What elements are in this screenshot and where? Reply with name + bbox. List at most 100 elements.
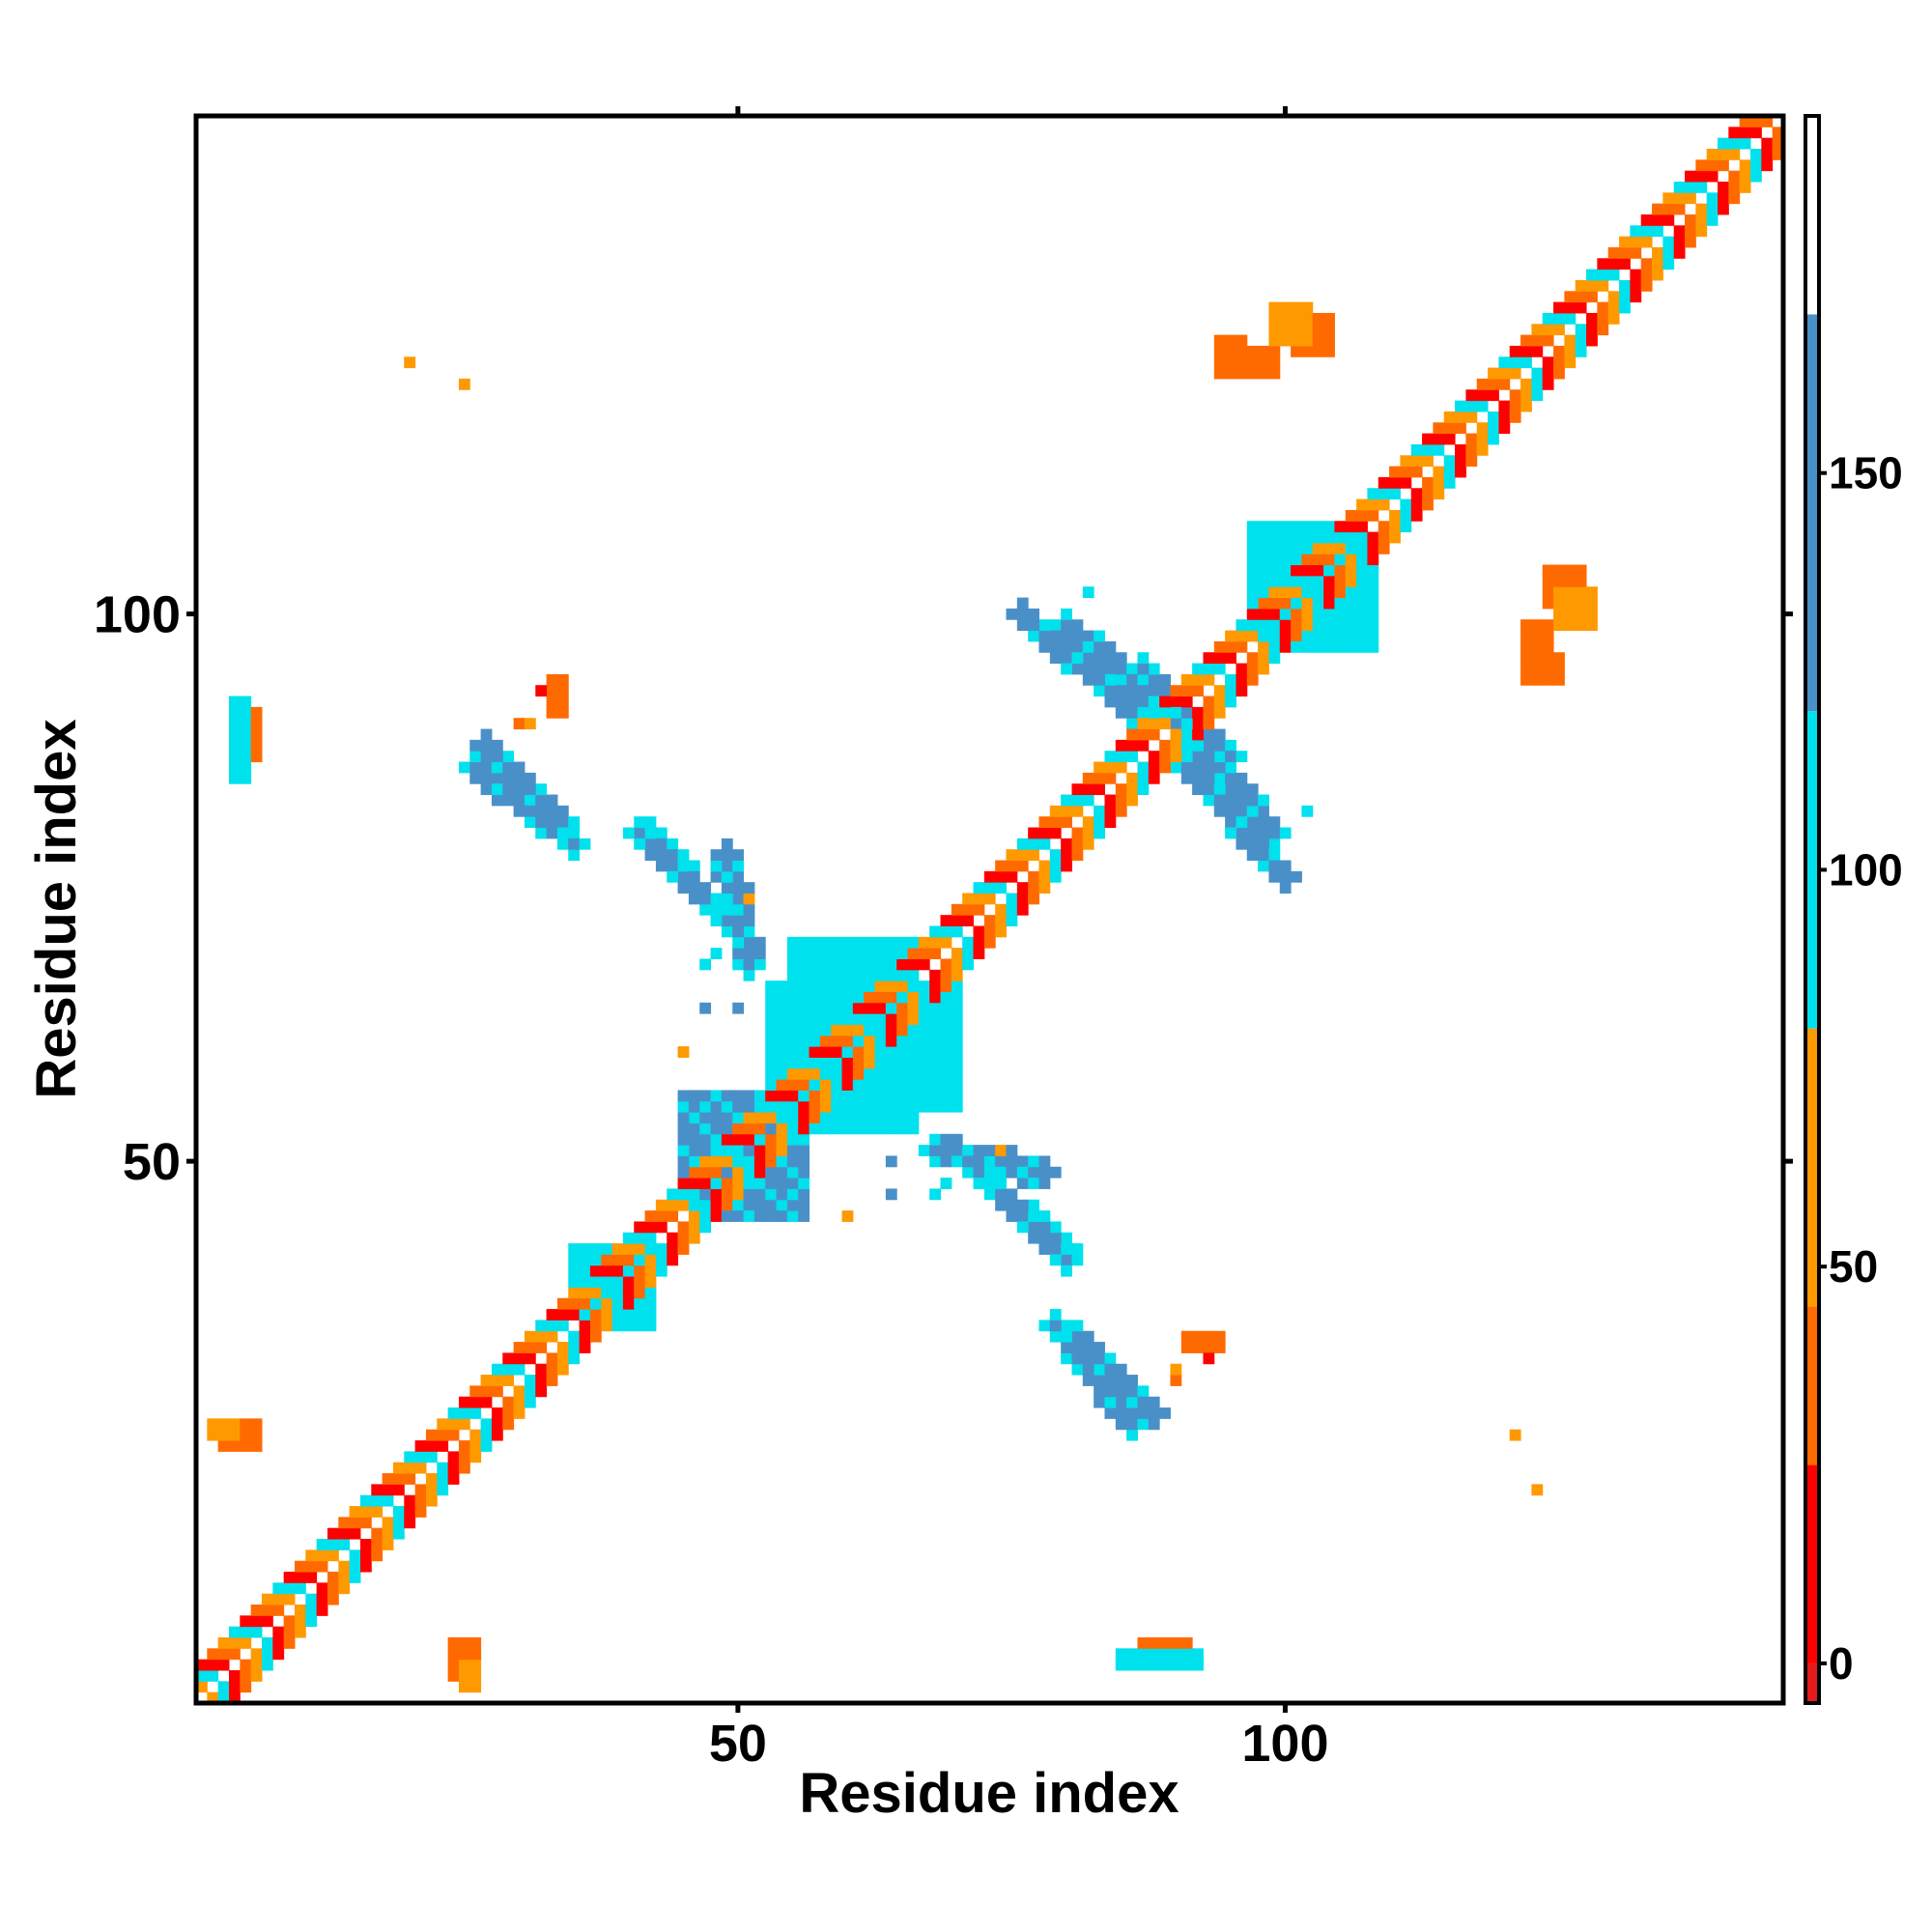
heatmap-cell xyxy=(579,1342,591,1353)
heatmap-cell xyxy=(1553,673,1565,686)
heatmap-cell xyxy=(1192,718,1204,730)
heatmap-cell xyxy=(655,838,668,850)
heatmap-cell xyxy=(951,980,963,992)
heatmap-cell xyxy=(940,1046,952,1058)
heatmap-cell xyxy=(1410,443,1423,456)
heatmap-cell xyxy=(1126,1648,1138,1661)
heatmap-cell xyxy=(1049,805,1062,817)
heatmap-cell xyxy=(929,1057,942,1069)
heatmap-cell xyxy=(1137,783,1150,796)
heatmap-cell xyxy=(447,1473,460,1485)
heatmap-cell xyxy=(918,1013,930,1025)
heatmap-cell xyxy=(798,1133,810,1146)
heatmap-cell xyxy=(1038,827,1051,839)
heatmap-cell xyxy=(940,1024,952,1037)
heatmap-cell xyxy=(896,958,909,971)
heatmap-cell xyxy=(327,1539,339,1550)
heatmap-cell xyxy=(1203,794,1215,807)
heatmap-cell xyxy=(699,1122,712,1135)
heatmap-cell xyxy=(556,1297,569,1310)
heatmap-cell xyxy=(458,1418,470,1431)
heatmap-cell xyxy=(973,925,985,938)
heatmap-cell xyxy=(732,925,745,938)
heatmap-cell xyxy=(546,1330,558,1343)
heatmap-cell xyxy=(852,936,865,949)
heatmap-cell xyxy=(951,948,963,959)
heatmap-cell xyxy=(546,1320,558,1332)
heatmap-cell xyxy=(1225,356,1236,369)
heatmap-cell xyxy=(634,838,646,850)
heatmap-cell xyxy=(1301,312,1314,325)
heatmap-cell xyxy=(294,1605,306,1616)
heatmap-cell xyxy=(447,1418,460,1431)
heatmap-cell xyxy=(546,816,558,829)
heatmap-cell xyxy=(502,1363,515,1376)
heatmap-cell xyxy=(1115,696,1127,708)
heatmap-cell xyxy=(786,1013,799,1025)
heatmap-cell xyxy=(819,1057,832,1069)
plot-frame xyxy=(193,113,1786,1706)
heatmap-cell xyxy=(305,1605,318,1616)
heatmap-cell xyxy=(1061,860,1072,872)
heatmap-cell xyxy=(1520,673,1532,686)
heatmap-cell xyxy=(1016,903,1029,916)
heatmap-cell xyxy=(1575,586,1587,599)
heatmap-cell xyxy=(1443,433,1456,445)
heatmap-cell xyxy=(1236,367,1248,380)
heatmap-cell xyxy=(995,882,1007,894)
heatmap-cell xyxy=(1082,827,1094,839)
heatmap-cell xyxy=(513,805,526,817)
heatmap-cell xyxy=(196,1681,208,1693)
heatmap-cell xyxy=(228,1637,241,1649)
heatmap-cell xyxy=(250,1626,263,1638)
heatmap-cell xyxy=(1433,466,1445,478)
heatmap-cell xyxy=(556,706,569,719)
heatmap-cell xyxy=(622,1320,635,1332)
heatmap-cell xyxy=(1334,619,1347,632)
heatmap-cell xyxy=(458,1648,470,1661)
heatmap-cell xyxy=(907,1067,920,1080)
heatmap-cell xyxy=(1192,772,1204,784)
heatmap-cell xyxy=(1553,575,1565,587)
heatmap-cell xyxy=(1236,334,1248,347)
heatmap-cell xyxy=(1148,1407,1160,1419)
heatmap-cell xyxy=(414,1440,427,1452)
heatmap-cell xyxy=(1016,1178,1029,1189)
heatmap-cell xyxy=(1049,870,1062,883)
heatmap-cell xyxy=(918,1046,930,1058)
heatmap-cell xyxy=(250,1605,263,1616)
heatmap-cell xyxy=(677,1243,690,1255)
heatmap-cell xyxy=(1203,706,1215,719)
heatmap-cell xyxy=(655,1199,668,1211)
heatmap-cell xyxy=(1673,246,1686,259)
heatmap-cell xyxy=(546,685,558,697)
heatmap-cell xyxy=(852,1122,865,1135)
heatmap-cell xyxy=(907,1002,920,1014)
heatmap-cell xyxy=(1443,411,1456,423)
heatmap-cell xyxy=(1049,619,1062,632)
heatmap-cell xyxy=(1607,246,1620,259)
heatmap-cell xyxy=(1246,531,1259,544)
heatmap-cell xyxy=(688,1210,700,1222)
heatmap-cell xyxy=(601,1297,613,1310)
heatmap-cell xyxy=(798,991,810,1004)
heatmap-cell xyxy=(1104,761,1117,774)
heatmap-cell xyxy=(798,1035,810,1047)
heatmap-cell xyxy=(228,1648,241,1661)
heatmap-cell xyxy=(831,1002,843,1014)
heatmap-cell xyxy=(1061,794,1072,807)
heatmap-cell xyxy=(1586,608,1598,620)
heatmap-cell xyxy=(1367,498,1379,511)
heatmap-cell xyxy=(1236,685,1248,697)
heatmap-cell xyxy=(1246,849,1259,862)
heatmap-cell xyxy=(1323,531,1335,544)
heatmap-cell xyxy=(1378,498,1390,511)
heatmap-cell xyxy=(885,958,897,971)
heatmap-cell xyxy=(382,1494,394,1507)
heatmap-cell xyxy=(1180,739,1193,752)
heatmap-cell xyxy=(556,1342,569,1353)
heatmap-cell xyxy=(1422,443,1434,456)
heatmap-cell xyxy=(644,1297,657,1310)
heatmap-cell xyxy=(250,739,263,752)
